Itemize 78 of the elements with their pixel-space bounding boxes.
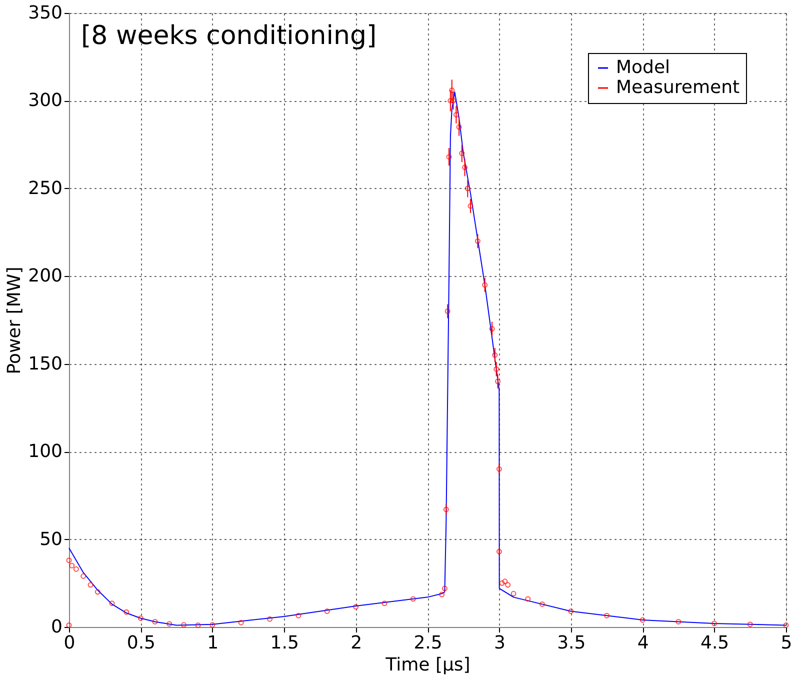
point	[443, 506, 449, 512]
point	[525, 596, 531, 602]
point	[712, 620, 718, 626]
y-tick-label: 350	[28, 2, 62, 24]
point	[446, 154, 452, 160]
point	[505, 582, 511, 588]
y-tick-label: 250	[28, 178, 62, 199]
point	[464, 186, 470, 192]
point	[195, 622, 201, 628]
point	[502, 578, 508, 584]
point	[166, 621, 172, 627]
point	[496, 548, 502, 554]
point	[462, 164, 468, 170]
x-tick-label: 1	[207, 632, 219, 654]
point	[468, 203, 474, 209]
x-tick-label: 0.5	[126, 632, 156, 654]
point	[138, 615, 144, 621]
point	[459, 150, 465, 156]
x-tick-label: 4.5	[700, 632, 730, 654]
y-tick-label: 50	[40, 528, 62, 550]
point	[510, 590, 516, 596]
point	[80, 573, 86, 579]
point	[495, 378, 500, 384]
point	[456, 124, 462, 130]
point	[267, 616, 272, 622]
point	[88, 582, 94, 588]
x-tick-label: 0	[64, 632, 76, 654]
point	[353, 604, 359, 610]
point	[444, 308, 450, 314]
point	[152, 619, 158, 624]
y-tick-label: 200	[28, 266, 62, 287]
point	[442, 586, 448, 592]
point	[210, 622, 216, 628]
point	[324, 608, 330, 614]
point	[238, 620, 244, 626]
annotation: [8 weeks conditioning]	[81, 21, 377, 51]
point	[73, 566, 79, 572]
point	[482, 282, 488, 288]
x-tick-label: 3.5	[557, 632, 586, 654]
point	[539, 601, 545, 607]
x-tick-label: 2.5	[414, 632, 442, 654]
x-tick-label: 5	[780, 632, 792, 654]
x-tick-label: 2	[350, 632, 362, 654]
point	[604, 612, 610, 618]
point	[109, 600, 115, 606]
point	[382, 600, 388, 606]
point	[410, 596, 416, 602]
point	[94, 589, 100, 595]
y-tick-label: 150	[28, 353, 62, 374]
point	[747, 622, 753, 628]
point	[453, 112, 459, 118]
y-tick-label: 0	[51, 616, 62, 638]
point	[676, 619, 682, 624]
legend-label: Measurement	[616, 77, 740, 98]
point	[496, 466, 502, 472]
x-tick-label: 3	[494, 632, 506, 654]
point	[439, 592, 445, 598]
point	[474, 238, 480, 244]
point	[492, 352, 498, 358]
point	[568, 608, 574, 614]
x-axis-title: Time [μs]	[384, 654, 470, 676]
point	[640, 617, 646, 623]
point	[66, 558, 72, 564]
x-tick-label: 1.5	[270, 632, 299, 654]
y-tick-label: 100	[28, 441, 62, 462]
point	[450, 98, 456, 104]
point	[69, 562, 75, 568]
point	[124, 609, 130, 615]
y-tick-label: 300	[28, 90, 62, 112]
point	[296, 612, 302, 618]
point	[499, 580, 505, 586]
point	[783, 622, 789, 628]
legend-label: Model	[616, 57, 670, 78]
point	[489, 326, 495, 332]
x-tick-label: 4	[637, 632, 649, 654]
point	[494, 366, 500, 372]
point	[180, 622, 186, 628]
y-axis-title: Power [MW]	[4, 266, 26, 374]
